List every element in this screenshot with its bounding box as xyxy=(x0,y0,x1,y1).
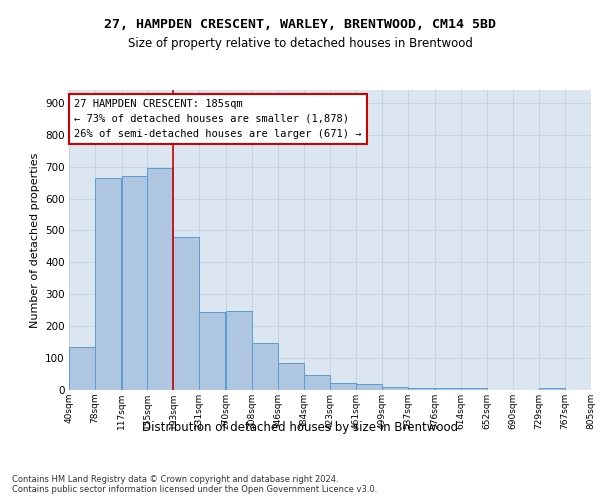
Text: Contains public sector information licensed under the Open Government Licence v3: Contains public sector information licen… xyxy=(12,486,377,494)
Bar xyxy=(356,384,382,390)
Bar xyxy=(69,347,95,390)
Bar xyxy=(278,363,304,390)
Bar xyxy=(304,376,329,390)
Bar xyxy=(122,176,148,390)
Bar xyxy=(539,388,565,390)
Bar xyxy=(461,388,487,390)
Bar xyxy=(226,311,252,390)
Bar xyxy=(173,237,199,390)
Bar xyxy=(95,178,121,390)
Text: 27, HAMPDEN CRESCENT, WARLEY, BRENTWOOD, CM14 5BD: 27, HAMPDEN CRESCENT, WARLEY, BRENTWOOD,… xyxy=(104,18,496,30)
Bar xyxy=(199,312,225,390)
Bar xyxy=(435,388,461,390)
Text: Distribution of detached houses by size in Brentwood: Distribution of detached houses by size … xyxy=(142,421,458,434)
Bar xyxy=(382,387,408,390)
Text: 27 HAMPDEN CRESCENT: 185sqm
← 73% of detached houses are smaller (1,878)
26% of : 27 HAMPDEN CRESCENT: 185sqm ← 73% of det… xyxy=(74,99,362,138)
Text: Size of property relative to detached houses in Brentwood: Size of property relative to detached ho… xyxy=(128,38,472,51)
Text: Contains HM Land Registry data © Crown copyright and database right 2024.: Contains HM Land Registry data © Crown c… xyxy=(12,476,338,484)
Bar xyxy=(331,383,356,390)
Y-axis label: Number of detached properties: Number of detached properties xyxy=(29,152,40,328)
Bar xyxy=(252,343,278,390)
Bar xyxy=(148,168,173,390)
Bar xyxy=(408,388,434,390)
